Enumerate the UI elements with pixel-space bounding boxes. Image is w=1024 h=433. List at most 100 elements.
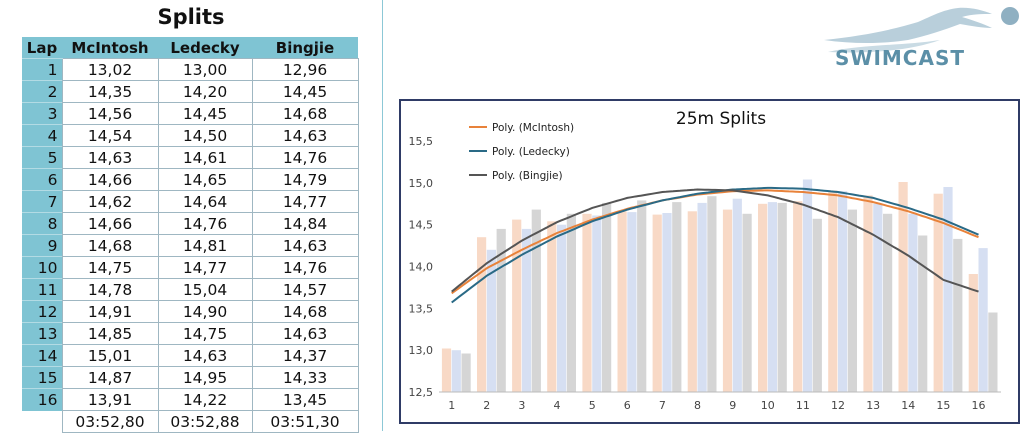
header-bingjie: Bingjie (252, 37, 358, 59)
x-tick-label: 5 (589, 399, 596, 412)
trendline-2 (451, 188, 979, 293)
totals-row: 03:52,80 03:52,88 03:51,30 (22, 410, 359, 433)
bar-bingjie (777, 202, 787, 392)
table-row: 14 15,01 14,63 14,37 (22, 344, 359, 367)
x-tick-label: 2 (483, 399, 490, 412)
cell-ledecky: 14,64 (157, 190, 253, 213)
table-row: 15 14,87 14,95 14,33 (22, 366, 359, 389)
bar-mcintosh (863, 195, 873, 392)
bar-ledecky (767, 202, 777, 392)
cell-mcintosh: 14,66 (61, 212, 159, 235)
total-ledecky: 03:52,88 (157, 410, 253, 433)
bar-mcintosh (722, 209, 733, 392)
chart-frame: 25m Splits 12,5 13,0 13,5 14,0 14,5 15,0 15,5 1… (399, 99, 1020, 424)
table-row: 3 14,56 14,45 14,68 (22, 102, 359, 125)
cell-ledecky: 14,95 (157, 366, 253, 389)
cell-ledecky: 14,50 (157, 124, 253, 147)
cell-lap: 10 (22, 256, 62, 279)
cell-lap: 6 (22, 168, 62, 191)
table-row: 9 14,68 14,81 14,63 (22, 234, 359, 257)
x-tick-label: 6 (624, 399, 631, 412)
y-tick-label: 13,5 (409, 302, 434, 315)
table-row: 8 14,66 14,76 14,84 (22, 212, 359, 235)
cell-lap: 3 (22, 102, 62, 125)
cell-bingjie: 14,33 (251, 366, 359, 389)
table-row: 12 14,91 14,90 14,68 (22, 300, 359, 323)
splits-table: Lap McIntosh Ledecky Bingjie 1 13,02 13,00… (22, 37, 359, 433)
cell-mcintosh: 13,02 (61, 58, 159, 81)
bar-mcintosh (582, 213, 592, 392)
y-tick-label: 15,5 (409, 135, 434, 148)
cell-mcintosh: 14,87 (61, 366, 159, 389)
bar-bingjie (953, 238, 963, 392)
cell-lap: 16 (22, 388, 62, 411)
x-tick-label: 1 (448, 399, 455, 412)
cell-ledecky: 13,00 (157, 58, 253, 81)
cell-mcintosh: 14,66 (61, 168, 159, 191)
y-tick-label: 15,0 (409, 177, 434, 190)
bar-mcintosh (512, 219, 522, 392)
cell-bingjie: 14,84 (251, 212, 359, 235)
bar-bingjie (531, 209, 541, 392)
y-tick-label: 14,5 (409, 219, 434, 232)
bar-bingjie (461, 353, 471, 392)
cell-mcintosh: 14,54 (61, 124, 159, 147)
table-row: 5 14,63 14,61 14,76 (22, 146, 359, 169)
cell-bingjie: 14,57 (251, 278, 359, 301)
cell-bingjie: 14,37 (251, 344, 359, 367)
legend-label: Poly. (Bingjie) (492, 170, 563, 182)
cell-ledecky: 14,75 (157, 322, 253, 345)
cell-ledecky: 14,61 (157, 146, 253, 169)
bar-mcintosh (441, 348, 452, 392)
bar-bingjie (847, 209, 857, 392)
bar-ledecky (451, 350, 461, 392)
bar-mcintosh (828, 190, 838, 392)
bar-ledecky (873, 203, 883, 393)
cell-ledecky: 14,20 (157, 80, 253, 103)
swimcast-logo (822, 0, 1022, 72)
table-row: 7 14,62 14,64 14,77 (22, 190, 359, 213)
y-tick-label: 13,0 (409, 344, 434, 357)
table-row: 6 14,66 14,65 14,79 (22, 168, 359, 191)
bar-ledecky (978, 248, 988, 392)
chart-title: 25m Splits (675, 109, 767, 129)
bar-ledecky (627, 212, 637, 392)
x-tick-label: 10 (761, 399, 775, 412)
table-row: 11 14,78 15,04 14,57 (22, 278, 359, 301)
bar-ledecky (557, 224, 567, 392)
bar-mcintosh (617, 211, 627, 392)
cell-mcintosh: 14,78 (61, 278, 159, 301)
header-lap: Lap (22, 37, 62, 59)
cell-lap: 9 (22, 234, 62, 257)
bar-mcintosh (687, 211, 697, 392)
cell-bingjie: 14,63 (251, 124, 359, 147)
header-mcintosh: McIntosh (62, 37, 158, 59)
cell-ledecky: 14,63 (157, 344, 253, 367)
cell-ledecky: 15,04 (157, 278, 253, 301)
legend-label: Poly. (Ledecky) (492, 146, 570, 158)
splits-table-panel: Splits Lap McIntosh Ledecky Bingjie 1 13,… (0, 0, 383, 433)
trendline-1 (451, 186, 979, 304)
cell-ledecky: 14,45 (157, 102, 253, 125)
table-body: 1 13,02 13,00 12,96 2 14,35 14,20 14,45 3 14,56 14… (22, 58, 359, 433)
cell-bingjie: 14,63 (251, 322, 359, 345)
bar-bingjie (496, 228, 506, 392)
x-tick-label: 13 (866, 399, 880, 412)
cell-mcintosh: 13,91 (61, 388, 159, 411)
x-tick-label: 4 (554, 399, 561, 412)
table-row: 13 14,85 14,75 14,63 (22, 322, 359, 345)
bar-ledecky (908, 213, 918, 392)
cell-bingjie: 13,45 (251, 388, 359, 411)
bar-bingjie (637, 200, 647, 392)
cell-bingjie: 14,63 (251, 234, 359, 257)
cell-lap: 1 (22, 58, 62, 81)
legend-label: Poly. (McIntosh) (492, 122, 574, 134)
x-tick-label: 11 (796, 399, 810, 412)
cell-lap: 12 (22, 300, 62, 323)
cell-ledecky: 14,22 (157, 388, 253, 411)
table-title: Splits (157, 5, 225, 29)
cell-mcintosh: 14,35 (61, 80, 159, 103)
x-tick-label: 12 (831, 399, 845, 412)
cell-mcintosh: 14,63 (61, 146, 159, 169)
bar-mcintosh (758, 203, 768, 393)
